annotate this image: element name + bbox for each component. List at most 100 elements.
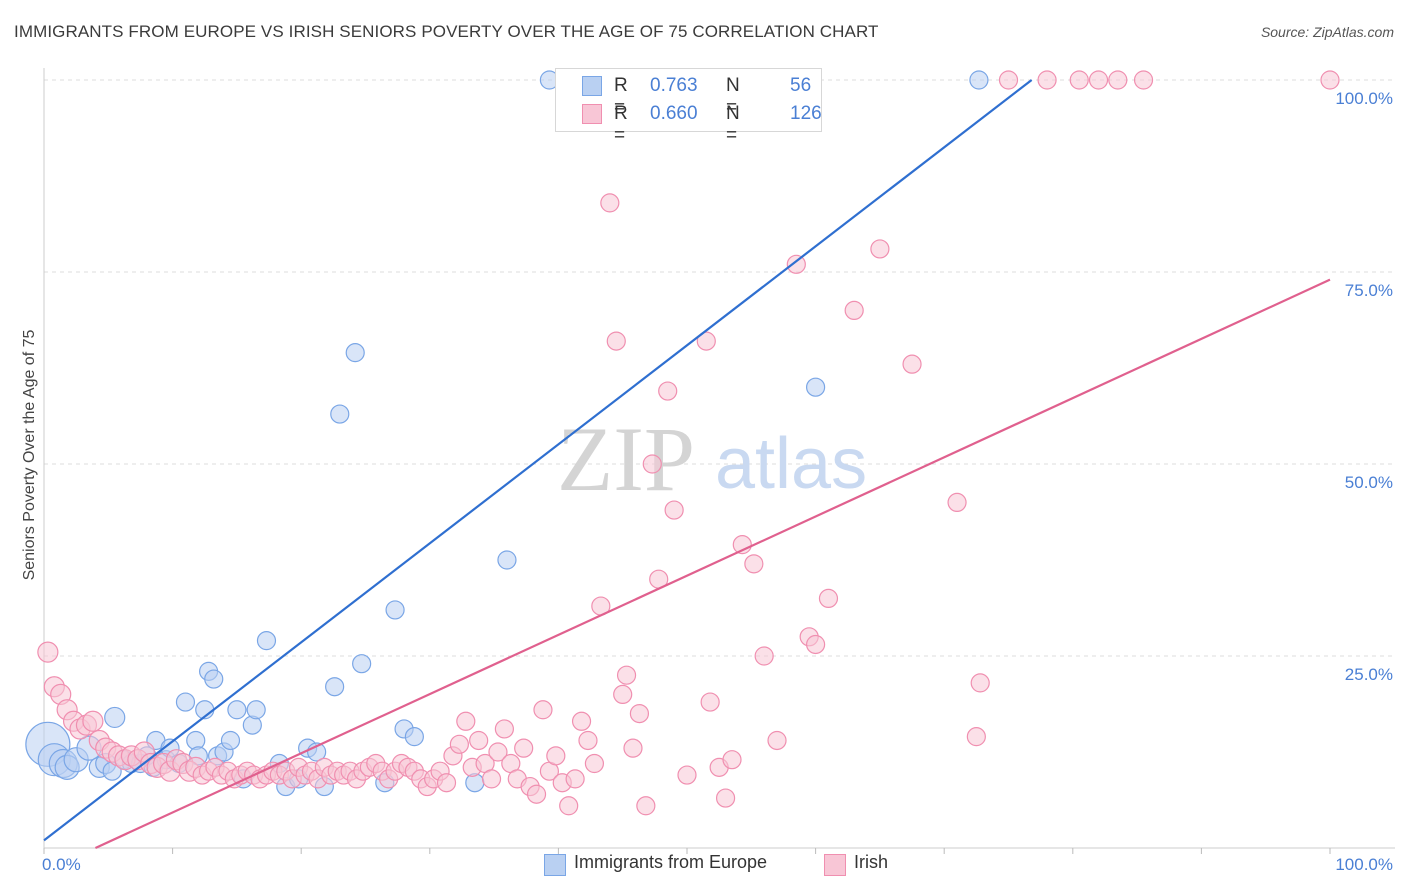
point-irish: [696, 331, 716, 351]
watermark-atlas: atlas: [715, 424, 867, 504]
point-europe: [352, 654, 372, 674]
legend-n-label: N =: [726, 75, 740, 118]
legend-n-value-irish: 126: [790, 103, 822, 124]
point-irish: [526, 784, 547, 804]
point-irish: [715, 788, 736, 808]
x-tick-label: 100.0%: [1335, 855, 1393, 874]
y-tick-label: 50.0%: [1345, 473, 1393, 492]
point-irish: [623, 738, 643, 758]
point-irish: [786, 254, 806, 274]
point-europe: [330, 404, 350, 424]
point-irish: [998, 70, 1019, 90]
point-irish: [584, 753, 605, 774]
legend-r-label: R =: [614, 75, 628, 118]
point-irish: [600, 193, 620, 213]
watermark-zip: ZIP: [557, 408, 695, 510]
point-irish: [744, 554, 764, 574]
legend-swatch-europe: [582, 76, 602, 96]
point-europe: [220, 730, 241, 751]
legend-r-label: R =: [614, 103, 628, 146]
y-tick-label: 75.0%: [1345, 281, 1393, 300]
point-irish: [616, 665, 637, 685]
point-europe: [345, 343, 365, 363]
point-irish: [613, 684, 633, 705]
point-irish: [488, 742, 508, 762]
point-irish: [546, 746, 566, 766]
point-europe: [175, 692, 196, 712]
point-irish: [902, 354, 922, 374]
point-irish: [1069, 70, 1089, 90]
point-irish: [642, 454, 662, 474]
trend-line-irish: [94, 278, 1331, 849]
point-irish: [436, 773, 457, 793]
source-credit: Source: ZipAtlas.com: [1260, 24, 1394, 40]
point-europe: [246, 700, 266, 720]
point-europe: [805, 377, 826, 397]
point-irish: [658, 381, 678, 401]
point-europe: [969, 70, 989, 90]
point-irish: [805, 634, 826, 655]
legend-swatch-irish: [582, 104, 602, 124]
point-europe: [325, 677, 345, 697]
legend-n-value-europe: 56: [790, 75, 812, 96]
point-irish: [82, 710, 104, 732]
point-irish: [37, 641, 59, 663]
y-tick-label: 100.0%: [1335, 89, 1393, 108]
legend-r-value-irish: 0.660: [650, 103, 698, 124]
point-irish: [481, 769, 502, 789]
point-irish: [700, 692, 720, 712]
point-irish: [578, 730, 598, 751]
point-irish: [1133, 70, 1154, 90]
point-irish: [494, 719, 514, 739]
point-irish: [571, 711, 592, 731]
point-irish: [818, 588, 839, 609]
point-europe: [497, 550, 517, 570]
legend-n-label: N =: [726, 103, 740, 146]
point-irish: [844, 300, 864, 320]
point-irish: [754, 646, 774, 666]
point-irish: [469, 730, 489, 751]
correlation-legend: R = 0.763 N = 56 R = 0.660 N = 126: [555, 68, 822, 146]
bottom-legend-swatch-irish: [824, 854, 846, 876]
point-irish: [677, 765, 697, 785]
point-irish: [456, 711, 476, 731]
point-irish: [970, 673, 990, 693]
point-irish: [1108, 70, 1128, 90]
y-tick-label: 25.0%: [1345, 665, 1393, 684]
point-europe: [227, 700, 247, 720]
point-europe: [404, 727, 424, 747]
point-irish: [449, 734, 469, 754]
watermark: ZIP atlas: [557, 408, 867, 510]
point-irish: [636, 796, 656, 816]
bottom-legend-swatch-europe: [544, 854, 566, 876]
point-irish: [533, 700, 553, 720]
point-irish: [1088, 70, 1109, 90]
point-irish: [514, 738, 534, 758]
point-irish: [966, 727, 986, 747]
point-europe: [104, 706, 126, 729]
tick-labels: 25.0% 50.0% 75.0% 100.0% 0.0% 100.0%: [42, 89, 1393, 874]
x-tick-label: 0.0%: [42, 855, 81, 874]
point-irish: [559, 796, 579, 816]
point-irish: [565, 769, 585, 789]
legend-r-value-europe: 0.763: [650, 75, 698, 96]
point-irish: [629, 703, 650, 724]
bottom-legend-label-irish: Irish: [854, 852, 889, 872]
point-irish: [722, 750, 742, 770]
point-irish: [1037, 70, 1057, 90]
point-europe: [256, 631, 277, 651]
point-europe: [385, 600, 405, 620]
point-irish: [1320, 70, 1340, 90]
point-irish: [664, 500, 684, 520]
trend-line-europe: [43, 79, 1033, 842]
point-europe: [204, 669, 224, 689]
point-irish: [947, 492, 967, 512]
chart-title: IMMIGRANTS FROM EUROPE VS IRISH SENIORS …: [14, 22, 879, 41]
data-points: [25, 70, 1340, 816]
trend-lines: [43, 79, 1331, 849]
point-irish: [606, 331, 626, 351]
bottom-legend-label-europe: Immigrants from Europe: [574, 852, 768, 872]
point-irish: [870, 239, 890, 259]
point-irish: [767, 730, 787, 751]
